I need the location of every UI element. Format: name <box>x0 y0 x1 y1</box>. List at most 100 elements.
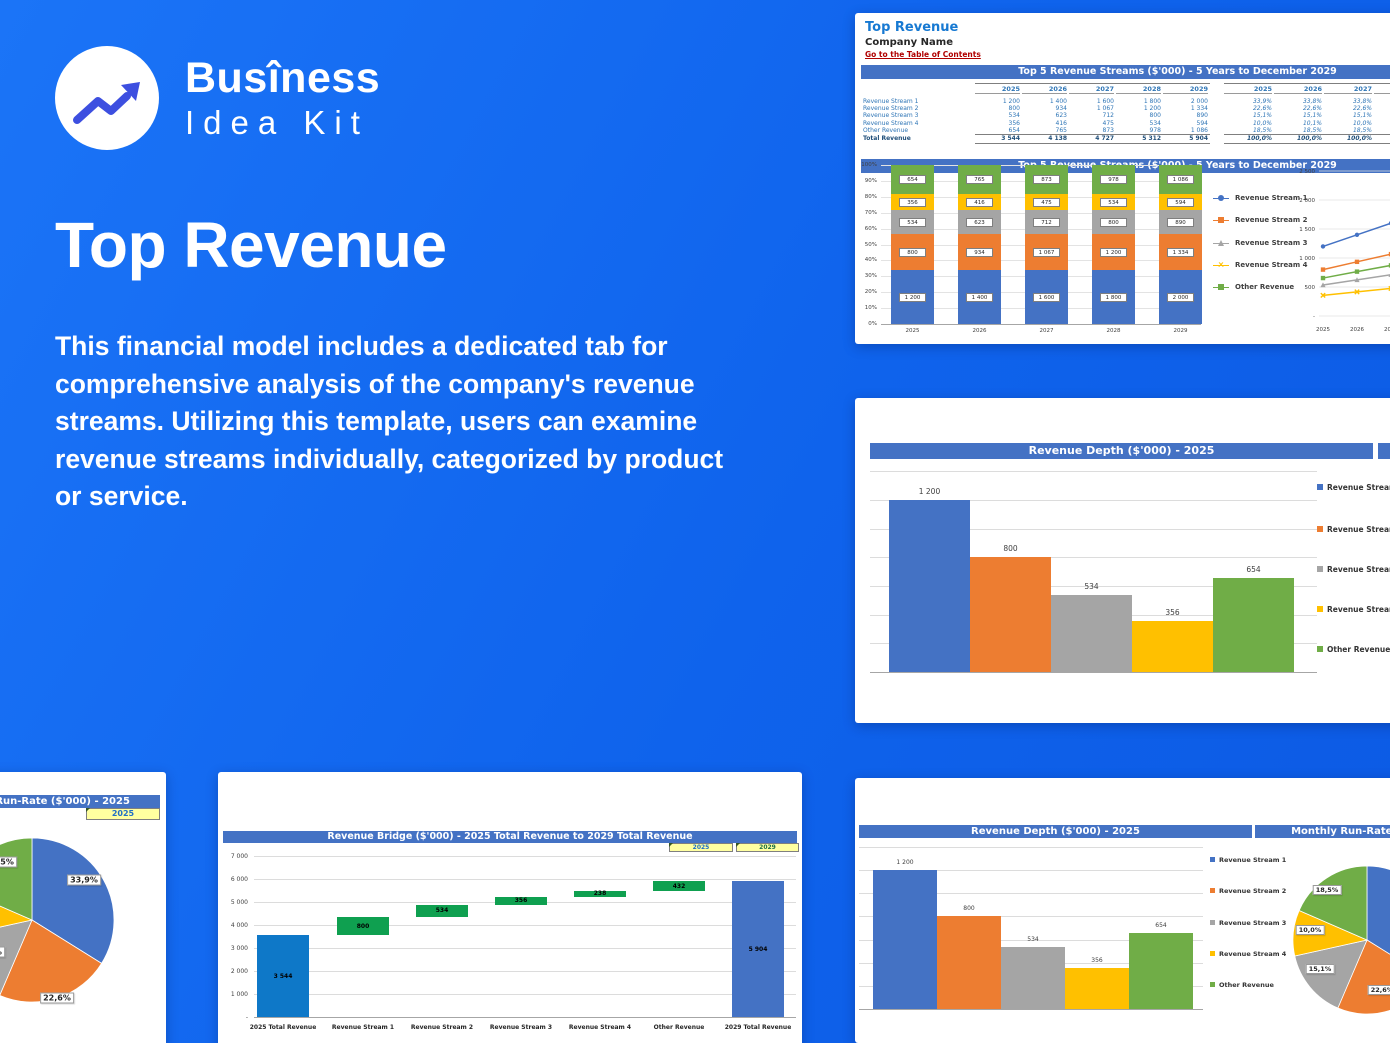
gridline <box>881 324 1201 325</box>
value-cell: 475 <box>1102 119 1114 127</box>
pct-cell: 10,1% <box>1374 120 1390 127</box>
pct-cell: 33,9% <box>1252 98 1272 105</box>
point-marker <box>1320 275 1326 281</box>
legend-label: Revenue Stream 3 <box>1219 919 1287 927</box>
stacked-xtick: 2029 <box>1173 328 1188 334</box>
stacked-ytick: 90% <box>864 177 877 184</box>
line-series <box>1322 264 1390 279</box>
stacked-bar-label: 1 334 <box>1167 247 1194 257</box>
legend-item: Revenue Stream 4 <box>1210 950 1340 961</box>
total-rule <box>1224 133 1390 135</box>
year-selector-cell[interactable]: 2029 <box>736 843 799 852</box>
bridge-ytick: - <box>245 1014 248 1021</box>
brand-text: Busîness Idea Kit <box>185 55 380 142</box>
stacked-bar-label: 800 <box>899 247 926 257</box>
pie-data-label: 22,6% <box>1367 985 1390 995</box>
total-pct-cell: 100,0% <box>1347 135 1372 142</box>
bridge-bar <box>574 891 626 897</box>
value-cell: 800 <box>1008 105 1020 113</box>
pie-data-label: 33,9% <box>67 874 101 886</box>
bridge-bar <box>495 896 547 905</box>
gridline <box>254 994 796 995</box>
adjacent-title-bar <box>1378 443 1390 459</box>
runrate-pie <box>0 837 115 1003</box>
bridge-bar <box>337 917 389 936</box>
legend-label: Revenue Stream 1 <box>1327 483 1390 492</box>
year-selector-cell[interactable]: 2025 <box>86 808 160 820</box>
legend-marker <box>1218 240 1224 246</box>
bridge-xtick: Revenue Stream 2 <box>410 1024 474 1031</box>
legend-item: Revenue Stream 2 <box>1213 216 1308 226</box>
stacked-bar-label: 800 <box>1100 217 1127 227</box>
legend-item: Revenue Stream 4 <box>1317 605 1390 616</box>
point-marker <box>1320 282 1326 288</box>
year-header: 2028 <box>1374 85 1390 94</box>
value-cell: 1 800 <box>1143 98 1161 105</box>
stacked-bar-label: 1 067 <box>1033 247 1060 257</box>
gridline <box>254 948 796 949</box>
legend-swatch <box>1317 484 1323 490</box>
bridge-ytick: 2 000 <box>230 968 248 975</box>
gridline <box>870 528 1317 530</box>
bridge-bar <box>732 881 784 1017</box>
total-pct-cell: 100,0% <box>1247 135 1272 142</box>
gridline <box>254 856 796 857</box>
pct-cell: 15,1% <box>1374 112 1390 119</box>
year-header: 2026 <box>1274 85 1322 94</box>
table-of-contents-link[interactable]: Go to the Table of Contents <box>865 50 981 59</box>
line-ytick: 1 500 <box>1299 227 1315 233</box>
stacked-bar-label: 1 200 <box>1100 247 1127 257</box>
pct-cell: 22,6% <box>1252 105 1272 113</box>
bar-data-label: 356 <box>1165 607 1180 617</box>
stacked-xtick: 2028 <box>1106 328 1121 334</box>
bridge-ytick: 1 000 <box>230 991 248 998</box>
stacked-xtick: 2025 <box>905 328 920 334</box>
total-cell: 3 544 <box>1001 135 1020 142</box>
input-cell-corner-icon <box>86 808 90 812</box>
pie-slice <box>0 919 33 996</box>
legend-item: Revenue Stream 4 <box>1213 261 1308 271</box>
circle-marker-icon <box>1218 195 1224 201</box>
bridge-bar-label: 5 904 <box>748 945 768 953</box>
bridge-ytick: 3 000 <box>230 945 248 952</box>
pie-slice <box>0 905 34 928</box>
legend-label: Revenue Stream 2 <box>1327 525 1390 534</box>
depth-bar <box>1051 595 1132 672</box>
point-marker <box>1354 259 1360 265</box>
line-series <box>1322 253 1390 271</box>
triangle-marker-icon <box>1218 240 1224 246</box>
legend-label: Revenue Stream 1 <box>1219 856 1287 864</box>
bridge-title-bar: Revenue Bridge ($'000) - 2025 Total Reve… <box>223 831 797 843</box>
value-cell: 2 000 <box>1190 98 1208 105</box>
line-ytick: 2 500 <box>1299 169 1315 175</box>
stacked-bar-label: 934 <box>966 247 993 257</box>
sheet-company: Company Name <box>865 37 953 48</box>
legend-marker <box>1218 217 1224 223</box>
legend-label: Other Revenue <box>1327 645 1390 654</box>
stacked-xtick: 2027 <box>1039 328 1054 334</box>
value-cell: 416 <box>1055 119 1067 127</box>
row-label: Revenue Stream 2 <box>863 105 919 113</box>
legend-swatch <box>1210 888 1215 893</box>
bridge-ytick: 6 000 <box>230 876 248 883</box>
year-header: 2029 <box>1163 85 1208 94</box>
total-pct-cell: 100,0% <box>1297 135 1322 142</box>
pie-data-label: 18,5% <box>1312 885 1342 895</box>
stacked-ytick: 100% <box>861 162 877 168</box>
value-cell: 1 334 <box>1190 105 1208 113</box>
gridline <box>859 870 1203 872</box>
line-ytick: 1 000 <box>1299 256 1315 262</box>
value-cell: 978 <box>1149 126 1161 134</box>
gridline <box>859 1009 1203 1010</box>
pct-cell: 33,8% <box>1302 98 1322 105</box>
gridline <box>859 893 1203 895</box>
square-marker-icon <box>1218 217 1224 223</box>
input-cell-corner-icon <box>736 843 740 847</box>
legend-swatch <box>1317 606 1323 612</box>
pie-slice <box>1294 939 1368 1009</box>
year-selector-cell[interactable]: 2025 <box>669 843 733 852</box>
depth-bar <box>970 557 1051 672</box>
legend-swatch <box>1210 951 1215 956</box>
legend-item: Revenue Stream 3 <box>1210 919 1340 930</box>
